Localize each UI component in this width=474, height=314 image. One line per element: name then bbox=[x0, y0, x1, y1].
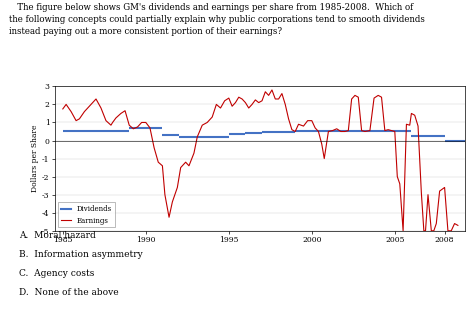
Legend: Dividends, Earnings: Dividends, Earnings bbox=[58, 202, 115, 227]
Text: The figure below shows GM's dividends and earnings per share from 1985-2008.  Wh: The figure below shows GM's dividends an… bbox=[9, 3, 425, 36]
Text: B.  Information asymmetry: B. Information asymmetry bbox=[19, 250, 143, 259]
Text: D.  None of the above: D. None of the above bbox=[19, 288, 118, 297]
Text: C.  Agency costs: C. Agency costs bbox=[19, 269, 94, 278]
Text: A.  Moral hazard: A. Moral hazard bbox=[19, 231, 96, 240]
Y-axis label: Dollars per Share: Dollars per Share bbox=[31, 125, 39, 192]
